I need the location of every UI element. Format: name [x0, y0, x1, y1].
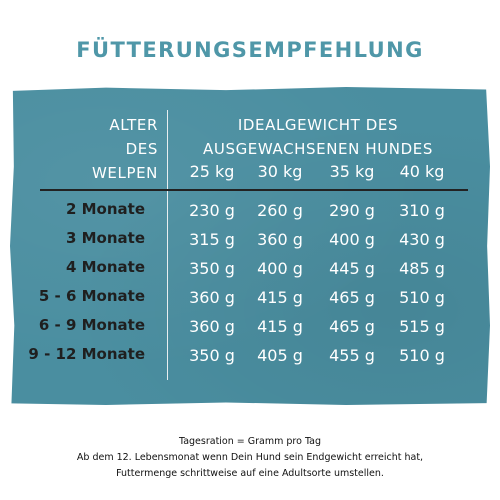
table-cell: 260 g — [257, 201, 303, 220]
table-cell: 315 g — [189, 230, 235, 249]
table-cell: 445 g — [329, 259, 375, 278]
table-cell: 465 g — [329, 317, 375, 336]
table-cell: 400 g — [329, 230, 375, 249]
age-header-line1: ALTER — [109, 116, 158, 134]
weight-col-header: 40 kg — [399, 162, 445, 181]
page-title: FÜTTERUNGSEMPFEHLUNG — [76, 38, 424, 62]
weight-col-header: 35 kg — [329, 162, 375, 181]
row-age-label: 6 - 9 Monate — [38, 316, 145, 334]
card-texture — [10, 87, 490, 405]
table-cell: 360 g — [189, 317, 235, 336]
table-cell: 360 g — [257, 230, 303, 249]
weight-column-header: IDEALGEWICHT DES AUSGEWACHSENEN HUNDES — [168, 113, 468, 161]
table-cell: 465 g — [329, 288, 375, 307]
table-cell: 350 g — [189, 346, 235, 365]
table-cell: 400 g — [257, 259, 303, 278]
age-column-header: ALTER DES WELPEN — [8, 113, 158, 185]
table-cell: 360 g — [189, 288, 235, 307]
table-cell: 510 g — [399, 288, 445, 307]
table-cell: 230 g — [189, 201, 235, 220]
age-header-line3: WELPEN — [91, 164, 158, 182]
table-cell: 405 g — [257, 346, 303, 365]
table-cell: 415 g — [257, 288, 303, 307]
weight-header-line1: IDEALGEWICHT DES — [237, 116, 399, 134]
header-divider — [40, 189, 468, 191]
row-age-label: 9 - 12 Monate — [28, 345, 145, 363]
row-age-label: 5 - 6 Monate — [38, 287, 145, 305]
age-header-line2: DES — [125, 140, 158, 158]
row-age-label: 4 Monate — [65, 258, 145, 276]
vertical-divider — [167, 110, 168, 380]
footer-note-line3: Futtermenge schrittweise auf eine Adults… — [116, 468, 384, 479]
table-cell: 350 g — [189, 259, 235, 278]
table-cell: 415 g — [257, 317, 303, 336]
table-cell: 510 g — [399, 346, 445, 365]
table-cell: 485 g — [399, 259, 445, 278]
weight-col-header: 25 kg — [189, 162, 235, 181]
table-cell: 290 g — [329, 201, 375, 220]
weight-col-header: 30 kg — [257, 162, 303, 181]
weight-header-line2: AUSGEWACHSENEN HUNDES — [203, 140, 433, 158]
table-cell: 515 g — [399, 317, 445, 336]
footer-note-line2: Ab dem 12. Lebensmonat wenn Dein Hund se… — [76, 452, 424, 463]
footer-note-line1: Tagesration = Gramm pro Tag — [178, 436, 322, 447]
row-age-label: 2 Monate — [65, 200, 145, 218]
table-cell: 455 g — [329, 346, 375, 365]
feeding-table-card — [10, 87, 490, 405]
row-age-label: 3 Monate — [65, 229, 145, 247]
table-cell: 310 g — [399, 201, 445, 220]
table-cell: 430 g — [399, 230, 445, 249]
